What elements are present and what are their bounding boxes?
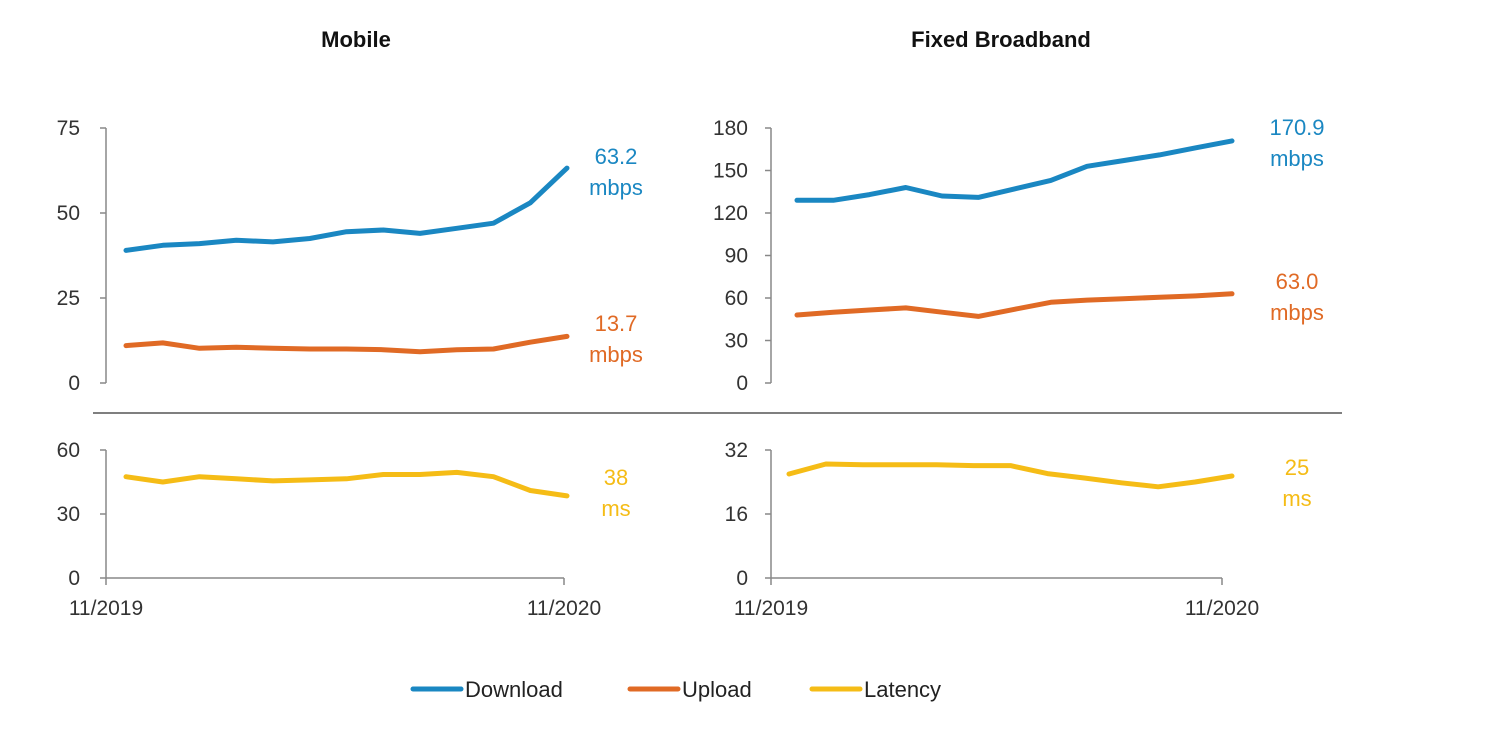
latency-end-label: ms (1282, 486, 1311, 511)
download-end-label: 63.2 (595, 144, 638, 169)
upload-end-label: mbps (589, 342, 643, 367)
x-tick-label: 11/2019 (69, 597, 143, 620)
y-tick-label: 50 (57, 202, 80, 225)
download-line (123, 165, 570, 253)
download-line (794, 138, 1235, 203)
panel-title: Fixed Broadband (911, 27, 1091, 52)
y-tick-label: 150 (713, 160, 748, 183)
latency-end-label: 38 (604, 465, 628, 490)
legend-download-label: Download (465, 677, 563, 702)
upload-line (794, 291, 1235, 319)
legend-upload-label: Upload (682, 677, 752, 702)
upload-end-label: 63.0 (1276, 269, 1319, 294)
fixed-speed-panel: Fixed Broadband 0 30 60 90 120 150 180 170.9 mbps… (713, 27, 1325, 395)
y-tick-label: 16 (725, 503, 748, 526)
latency-line (786, 461, 1235, 490)
legend-latency-label: Latency (864, 677, 941, 702)
latency-end-label: 25 (1285, 455, 1309, 480)
y-tick-label: 0 (68, 372, 80, 395)
fixed-latency-panel: 0 16 32 11/2019 11/2020 25 ms (725, 439, 1312, 620)
y-tick-label: 60 (725, 287, 748, 310)
x-tick-label: 11/2020 (527, 597, 601, 620)
legend: Download Upload Latency (410, 677, 941, 702)
y-tick-label: 32 (725, 439, 748, 462)
mobile-speed-panel: Mobile 0 25 50 75 63.2 mbps 13.7 mbps (57, 27, 643, 395)
y-tick-label: 0 (736, 567, 748, 590)
y-tick-label: 120 (713, 202, 748, 225)
x-tick-label: 11/2020 (1185, 597, 1259, 620)
y-tick-label: 0 (736, 372, 748, 395)
y-tick-label: 180 (713, 117, 748, 140)
y-tick-label: 75 (57, 117, 80, 140)
y-tick-label: 30 (725, 330, 748, 353)
upload-line (123, 333, 570, 355)
y-tick-label: 0 (68, 567, 80, 590)
download-end-label: mbps (1270, 146, 1324, 171)
upload-end-label: mbps (1270, 300, 1324, 325)
y-tick-label: 60 (57, 439, 80, 462)
mobile-latency-panel: 0 30 60 11/2019 11/2020 38 ms (57, 439, 631, 620)
upload-end-label: 13.7 (595, 311, 638, 336)
latency-line (123, 469, 570, 499)
x-tick-label: 11/2019 (734, 597, 808, 620)
download-end-label: mbps (589, 175, 643, 200)
y-tick-label: 30 (57, 503, 80, 526)
y-tick-label: 25 (57, 287, 80, 310)
download-end-label: 170.9 (1269, 115, 1324, 140)
panel-title: Mobile (321, 27, 391, 52)
y-tick-label: 90 (725, 245, 748, 268)
latency-end-label: ms (601, 496, 630, 521)
